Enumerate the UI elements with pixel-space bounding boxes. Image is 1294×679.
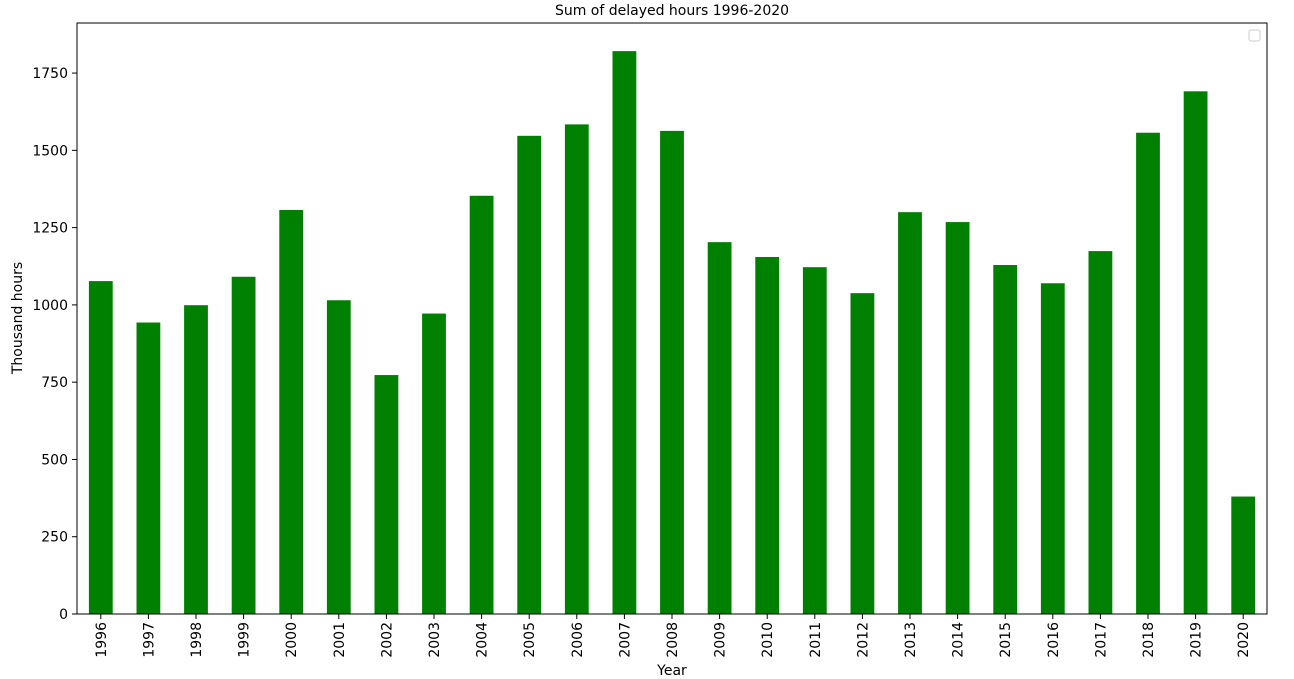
bar-2003	[422, 313, 446, 614]
bar-1996	[88, 281, 113, 614]
x-tick-label: 2006	[570, 622, 586, 658]
y-tick-label: 500	[41, 452, 68, 468]
bar-2018	[1136, 132, 1160, 614]
x-axis-ticks: 1996 1997 1998 1999 2000 2001 2002 2003 2004 2005…	[94, 614, 1252, 658]
bar-2009	[707, 242, 732, 614]
bar-2011	[802, 267, 827, 614]
x-tick-label: 2011	[808, 622, 824, 658]
bar-1999	[231, 276, 256, 614]
x-tick-label: 2014	[951, 622, 967, 658]
x-tick-label: 2002	[379, 622, 395, 658]
bar-2015	[993, 265, 1018, 614]
x-tick-label: 2005	[522, 622, 538, 658]
x-tick-label: 2000	[284, 622, 300, 658]
x-tick-label: 2016	[1046, 622, 1062, 658]
bar-2008	[660, 130, 684, 615]
bar-2001	[326, 300, 351, 614]
x-tick-label: 2018	[1141, 622, 1157, 658]
x-tick-label: 2010	[760, 622, 776, 658]
plot-frame	[76, 22, 1268, 615]
y-tick-label: 1750	[32, 66, 68, 82]
x-axis-label: Year	[656, 663, 687, 679]
y-tick-label: 1250	[32, 221, 68, 237]
x-tick-label: 2015	[998, 622, 1014, 658]
bar-2005	[517, 135, 542, 614]
x-tick-label: 1998	[189, 622, 205, 658]
bar-2016	[1040, 283, 1065, 614]
y-tick-label: 250	[41, 530, 68, 546]
bar-2020	[1231, 496, 1256, 614]
bar-2010	[755, 256, 780, 614]
x-tick-label: 2020	[1236, 622, 1252, 658]
bar-1998	[184, 305, 208, 614]
y-tick-label: 1000	[32, 298, 68, 314]
bar-2006	[564, 124, 589, 614]
y-axis-ticks: 0 250 500 750 1000 1250 1500 1750	[32, 66, 77, 623]
x-tick-label: 2007	[617, 622, 633, 658]
y-axis-label: Thousand hours	[10, 262, 26, 375]
y-tick-label: 1500	[32, 143, 68, 159]
legend-box	[1248, 29, 1261, 42]
bar-2012	[850, 293, 875, 614]
x-tick-label: 2013	[903, 622, 919, 658]
x-tick-label: 2009	[713, 622, 729, 658]
x-tick-label: 2012	[855, 622, 871, 658]
bar-2019	[1183, 91, 1208, 614]
x-tick-label: 2004	[475, 622, 491, 658]
bar-2017	[1088, 251, 1113, 615]
bars-group	[88, 51, 1256, 615]
y-tick-label: 0	[59, 607, 68, 623]
bar-2004	[469, 195, 494, 614]
bar-2002	[374, 375, 399, 614]
bar-1997	[136, 322, 161, 614]
x-tick-label: 2008	[665, 622, 681, 658]
x-tick-label: 1996	[94, 622, 110, 658]
y-tick-label: 750	[41, 375, 68, 391]
x-tick-label: 2001	[332, 622, 348, 658]
x-tick-label: 2017	[1093, 622, 1109, 658]
bar-2014	[945, 222, 970, 614]
x-tick-label: 2003	[427, 622, 443, 658]
x-tick-label: 2019	[1189, 622, 1205, 658]
bar-2007	[612, 51, 637, 615]
chart-title: Sum of delayed hours 1996-2020	[555, 3, 789, 19]
bar-2013	[898, 212, 922, 615]
x-tick-label: 1999	[237, 622, 253, 658]
bar-2000	[279, 210, 304, 615]
x-tick-label: 1997	[141, 622, 157, 658]
